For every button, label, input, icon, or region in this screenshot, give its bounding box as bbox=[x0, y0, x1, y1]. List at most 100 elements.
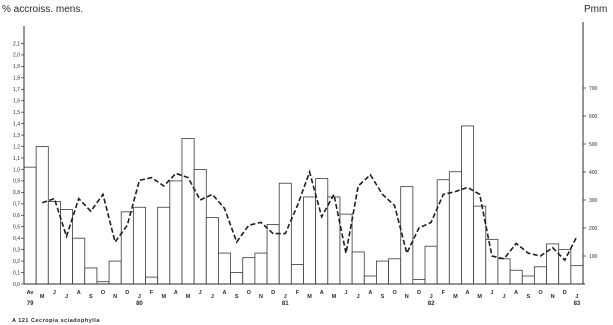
xtick-label-24: A bbox=[320, 290, 324, 296]
bar-13 bbox=[181, 138, 195, 285]
ytick-label-left-4: 0,4 bbox=[13, 236, 20, 242]
ytick-label-right-6: 700 bbox=[589, 86, 598, 92]
bar-17 bbox=[230, 272, 244, 285]
xtick-label-4: A bbox=[77, 290, 81, 296]
xtick-label-38: J bbox=[490, 290, 493, 296]
year-label-3: 82 bbox=[428, 301, 435, 307]
xtick-group: Av M J J A S O N D J F M A M J J A S O N D J F M A M J J A S O N D J F M A M J… bbox=[27, 290, 581, 307]
left-ytick-group: 0,0 0,1 0,2 0,3 0,4 0,5 0,6 0,7 0,8 0,9 1,0 1,1 1,2 1… bbox=[13, 41, 24, 288]
ytick-label-left-10: 1,0 bbox=[13, 167, 20, 173]
xtick-label-42: O bbox=[538, 290, 543, 296]
ytick-label-left-17: 1,7 bbox=[13, 87, 20, 93]
bar-42 bbox=[533, 266, 547, 285]
bar-19 bbox=[254, 252, 268, 285]
bar-22 bbox=[290, 264, 304, 285]
xtick-label-11: M bbox=[161, 294, 166, 300]
bar-24 bbox=[315, 178, 329, 285]
xtick-label-43: N bbox=[551, 294, 555, 300]
ytick-label-left-7: 0,7 bbox=[13, 202, 20, 208]
xtick-label-9: J bbox=[138, 294, 141, 300]
xtick-label-30: O bbox=[392, 290, 397, 296]
y-axis-label-left: % accroiss. mens. bbox=[2, 4, 83, 15]
xtick-label-1: M bbox=[40, 294, 45, 300]
ytick-label-left-11: 1,1 bbox=[13, 156, 20, 162]
xtick-label-35: M bbox=[453, 294, 458, 300]
ytick-label-right-3: 400 bbox=[589, 170, 598, 176]
bar-32 bbox=[412, 279, 426, 285]
bar-23 bbox=[303, 196, 317, 285]
xtick-label-21: J bbox=[284, 294, 287, 300]
xtick-label-20: D bbox=[271, 290, 275, 296]
bar-37 bbox=[473, 205, 487, 285]
bar-45 bbox=[570, 265, 584, 285]
ytick-label-left-20: 2,0 bbox=[13, 53, 20, 59]
ytick-label-left-6: 0,6 bbox=[13, 213, 20, 219]
xtick-label-29: S bbox=[381, 294, 385, 300]
bar-5 bbox=[84, 267, 98, 285]
bar-14 bbox=[193, 169, 207, 285]
xtick-label-18: O bbox=[247, 290, 252, 296]
precipitation-line bbox=[41, 169, 578, 262]
year-label-2: 81 bbox=[282, 301, 289, 307]
xtick-label-8: D bbox=[125, 290, 129, 296]
ytick-label-left-18: 1,8 bbox=[13, 76, 20, 82]
ytick-label-right-5: 600 bbox=[589, 114, 598, 120]
year-label-4: 83 bbox=[574, 301, 581, 307]
bar-38 bbox=[485, 238, 499, 285]
xtick-label-12: A bbox=[174, 290, 178, 296]
bar-33 bbox=[424, 245, 438, 285]
year-label-0: 79 bbox=[27, 301, 34, 307]
xtick-label-16: A bbox=[223, 290, 227, 296]
xtick-label-45: J bbox=[575, 294, 578, 300]
ytick-label-right-2: 300 bbox=[589, 198, 598, 204]
xtick-label-25: M bbox=[332, 294, 337, 300]
ytick-label-left-2: 0,2 bbox=[13, 259, 20, 265]
bar-40 bbox=[509, 269, 523, 285]
xtick-label-31: N bbox=[405, 294, 409, 300]
ytick-label-left-5: 0,5 bbox=[13, 225, 20, 231]
ytick-label-left-8: 0,8 bbox=[13, 190, 20, 196]
ytick-label-left-1: 0,1 bbox=[13, 270, 20, 276]
year-label-1: 80 bbox=[136, 301, 143, 307]
xtick-label-34: F bbox=[442, 290, 446, 296]
xtick-label-23: M bbox=[307, 294, 312, 300]
xtick-label-40: A bbox=[514, 290, 518, 296]
xtick-label-7: N bbox=[113, 294, 117, 300]
ytick-label-right-0: 100 bbox=[589, 254, 598, 260]
xtick-label-5: S bbox=[89, 294, 93, 300]
ytick-label-left-16: 1,6 bbox=[13, 99, 20, 105]
bar-27 bbox=[351, 251, 365, 285]
bar-9 bbox=[132, 206, 146, 285]
bar-18 bbox=[242, 257, 256, 285]
bar-35 bbox=[448, 171, 462, 285]
xtick-label-15: J bbox=[211, 294, 214, 300]
ytick-label-right-1: 200 bbox=[589, 226, 598, 232]
ytick-label-left-14: 1,4 bbox=[13, 121, 20, 127]
ytick-label-left-13: 1,3 bbox=[13, 133, 20, 139]
xtick-label-0: Av bbox=[27, 290, 35, 296]
xtick-label-33: J bbox=[430, 294, 433, 300]
ytick-label-right-4: 500 bbox=[589, 142, 598, 148]
xtick-label-36: A bbox=[466, 290, 470, 296]
ytick-label-left-15: 1,5 bbox=[13, 110, 20, 116]
bar-16 bbox=[218, 252, 231, 285]
ytick-label-left-21: 2,1 bbox=[13, 41, 20, 47]
bar-30 bbox=[388, 258, 402, 285]
xtick-label-13: M bbox=[186, 294, 191, 300]
xtick-label-6: O bbox=[101, 290, 106, 296]
ytick-label-left-9: 0,9 bbox=[13, 179, 20, 185]
right-ytick-group: 100 200 300 400 500 600 700 bbox=[583, 86, 598, 260]
bar-2 bbox=[47, 201, 61, 285]
xtick-label-14: J bbox=[199, 290, 202, 296]
xtick-label-3: J bbox=[65, 294, 68, 300]
bar-0 bbox=[23, 166, 37, 285]
xtick-label-27: J bbox=[357, 294, 360, 300]
bar-1 bbox=[35, 146, 49, 285]
bar-39 bbox=[497, 258, 511, 285]
xtick-label-37: M bbox=[477, 294, 482, 300]
ytick-label-left-0: 0,0 bbox=[13, 282, 20, 288]
xtick-label-39: J bbox=[502, 294, 505, 300]
bar-10 bbox=[145, 276, 159, 285]
xtick-label-17: S bbox=[235, 294, 239, 300]
